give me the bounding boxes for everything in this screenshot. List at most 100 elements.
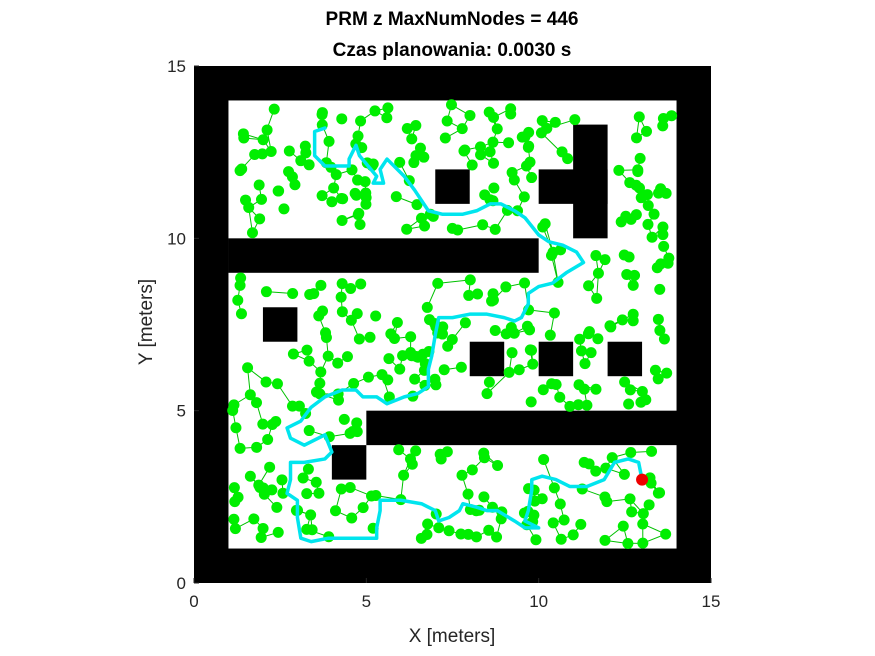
roadmap-node — [429, 373, 441, 385]
roadmap-node — [654, 283, 666, 295]
roadmap-node — [530, 534, 542, 546]
roadmap-node — [244, 470, 256, 482]
roadmap-node — [455, 528, 467, 540]
roadmap-node — [652, 487, 664, 499]
roadmap-node — [355, 115, 367, 127]
roadmap-node — [256, 193, 268, 205]
roadmap-node — [505, 108, 517, 120]
roadmap-node — [353, 333, 365, 345]
roadmap-node — [632, 164, 644, 176]
roadmap-node — [272, 526, 284, 538]
roadmap-node — [591, 292, 603, 304]
roadmap-node — [346, 512, 358, 524]
roadmap-node — [653, 187, 665, 199]
roadmap-node — [360, 198, 372, 210]
roadmap-node — [599, 534, 611, 546]
roadmap-node — [257, 418, 269, 430]
roadmap-node — [257, 522, 269, 534]
roadmap-node — [336, 214, 348, 226]
roadmap-node — [488, 157, 500, 169]
roadmap-node — [613, 164, 625, 176]
roadmap-node — [592, 333, 604, 345]
x-tick-label: 15 — [702, 592, 721, 611]
roadmap-node — [357, 502, 369, 514]
roadmap-node — [248, 513, 260, 525]
roadmap-node — [315, 279, 327, 291]
roadmap-node — [621, 268, 633, 280]
roadmap-node — [488, 111, 500, 123]
roadmap-node — [654, 324, 666, 336]
roadmap-node — [459, 144, 471, 156]
roadmap-node — [652, 373, 664, 385]
roadmap-node — [405, 331, 417, 343]
roadmap-node — [235, 272, 247, 284]
roadmap-node — [390, 191, 402, 203]
roadmap-node — [556, 146, 568, 158]
obstacle — [331, 445, 367, 480]
roadmap-node — [619, 376, 631, 388]
roadmap-node — [287, 287, 299, 299]
roadmap-node — [637, 537, 649, 549]
roadmap-node — [569, 114, 581, 126]
roadmap-node — [599, 491, 611, 503]
roadmap-node — [526, 172, 538, 184]
y-axis-ticks: 0 5 10 15 — [167, 57, 199, 593]
roadmap-node — [548, 307, 560, 319]
obstacle — [469, 341, 505, 377]
roadmap-node — [314, 377, 326, 389]
chart-title-line1: PRM z MaxNumNodes = 446 — [326, 9, 579, 30]
roadmap-node — [500, 281, 512, 293]
roadmap-node — [483, 524, 495, 536]
roadmap-node — [583, 280, 595, 292]
roadmap-node — [528, 509, 540, 521]
roadmap-node — [301, 488, 313, 500]
roadmap-node — [583, 326, 595, 338]
roadmap-node — [520, 160, 532, 172]
roadmap-node — [503, 366, 515, 378]
roadmap-node — [255, 531, 267, 543]
roadmap-node — [277, 487, 289, 499]
roadmap-node — [641, 125, 653, 137]
roadmap-node — [289, 179, 301, 191]
roadmap-node — [521, 320, 533, 332]
roadmap-node — [262, 434, 274, 446]
roadmap-node — [470, 531, 482, 543]
roadmap-node — [438, 364, 450, 376]
roadmap-node — [303, 355, 315, 367]
roadmap-node — [472, 288, 484, 300]
roadmap-node — [488, 182, 500, 194]
roadmap-node — [276, 474, 288, 486]
roadmap-node — [268, 103, 280, 115]
roadmap-node — [572, 399, 584, 411]
roadmap-node — [441, 446, 453, 458]
roadmap-node — [487, 136, 499, 148]
chart-title-line2: Czas planowania: 0.0030 s — [333, 40, 572, 61]
roadmap-node — [590, 250, 602, 262]
roadmap-node — [232, 294, 244, 306]
y-tick-label: 5 — [177, 402, 186, 421]
roadmap-node — [328, 182, 340, 194]
roadmap-node — [491, 123, 503, 135]
roadmap-node — [394, 363, 406, 375]
roadmap-node — [230, 422, 242, 434]
obstacle — [607, 341, 643, 377]
roadmap-node — [626, 506, 638, 518]
roadmap-node — [627, 308, 639, 320]
roadmap-node — [317, 305, 329, 317]
obstacle — [435, 169, 470, 204]
roadmap-node — [228, 513, 240, 525]
roadmap-node — [401, 223, 413, 235]
roadmap-node — [484, 146, 496, 158]
roadmap-node — [637, 518, 649, 530]
roadmap-node — [411, 199, 423, 211]
roadmap-node — [242, 362, 254, 374]
roadmap-node — [330, 505, 342, 517]
roadmap-node — [581, 399, 593, 411]
roadmap-node — [549, 116, 561, 128]
roadmap-node — [352, 174, 364, 186]
roadmap-node — [336, 306, 348, 318]
roadmap-node — [254, 213, 266, 225]
x-tick-label: 10 — [529, 592, 548, 611]
roadmap-node — [381, 112, 393, 124]
roadmap-node — [351, 417, 363, 429]
